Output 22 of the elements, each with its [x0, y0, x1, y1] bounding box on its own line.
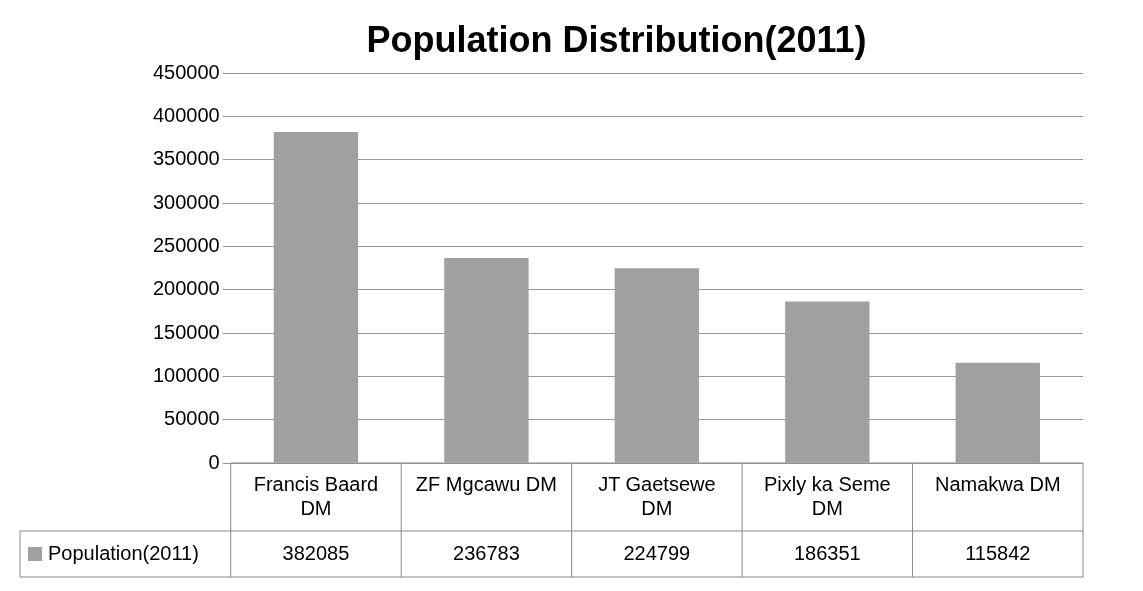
- y-tick-label: 350000: [152, 147, 220, 170]
- y-tick-label: 250000: [152, 233, 220, 256]
- data-label: 115842: [965, 541, 1031, 564]
- y-tick-label: 300000: [152, 190, 220, 213]
- y-tick-label: 100000: [152, 363, 220, 386]
- data-label: 224799: [623, 541, 691, 564]
- y-tick-label: 150000: [152, 320, 220, 343]
- y-tick-label: 400000: [152, 104, 220, 127]
- x-tick-label: Namakwa DM: [934, 472, 1061, 495]
- x-tick-label: Francis Baard DM: [253, 472, 379, 519]
- x-tick-label: ZF Mgcawu DM: [415, 472, 557, 495]
- y-tick-label: 200000: [152, 277, 220, 300]
- x-tick-label: Pixly ka Seme DM: [763, 472, 891, 519]
- data-label: 382085: [282, 541, 350, 564]
- y-tick-label: 50000: [164, 407, 220, 430]
- y-tick-label: 0: [208, 450, 220, 473]
- legend-label: Population(2011): [48, 541, 199, 564]
- x-tick-label: JT Gaetsewe DM: [598, 472, 716, 519]
- y-tick-label: 450000: [152, 60, 220, 83]
- chart-title: Population Distribution(2011): [366, 18, 867, 60]
- data-label: 236783: [453, 541, 520, 564]
- data-label: 186351: [793, 541, 861, 564]
